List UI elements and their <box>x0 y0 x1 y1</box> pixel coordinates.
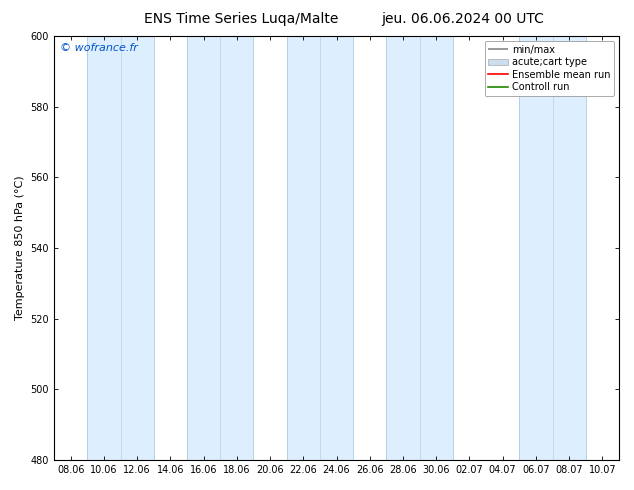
Legend: min/max, acute;cart type, Ensemble mean run, Controll run: min/max, acute;cart type, Ensemble mean … <box>484 41 614 96</box>
Bar <box>287 36 353 460</box>
Bar <box>187 36 254 460</box>
Text: jeu. 06.06.2024 00 UTC: jeu. 06.06.2024 00 UTC <box>382 12 544 26</box>
Y-axis label: Temperature 850 hPa (°C): Temperature 850 hPa (°C) <box>15 176 25 320</box>
Bar <box>87 36 153 460</box>
Bar <box>386 36 453 460</box>
Bar <box>519 36 586 460</box>
Text: ENS Time Series Luqa/Malte: ENS Time Series Luqa/Malte <box>144 12 338 26</box>
Text: © wofrance.fr: © wofrance.fr <box>60 43 138 52</box>
